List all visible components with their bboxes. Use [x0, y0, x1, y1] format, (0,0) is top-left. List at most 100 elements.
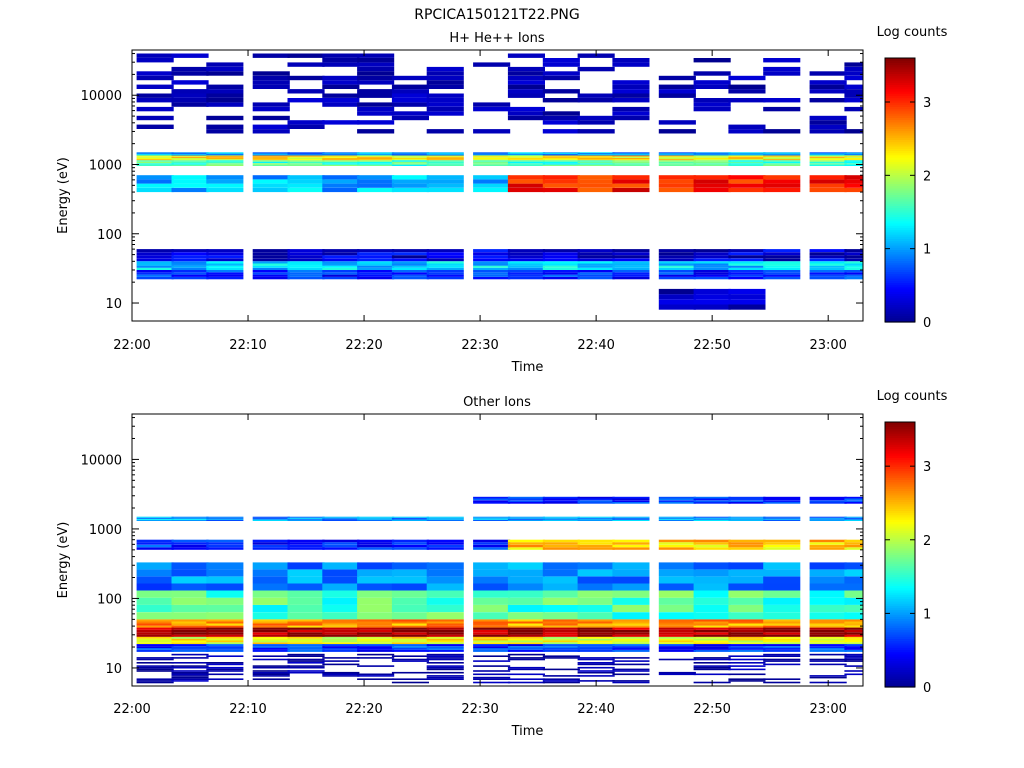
heatmap-cell [206, 163, 244, 165]
colorbar-segment [885, 209, 915, 213]
heatmap-cell [612, 638, 650, 641]
heatmap-cell [252, 630, 290, 633]
heatmap-cell [577, 153, 615, 155]
heatmap-cell [287, 255, 325, 259]
heatmap-cell [844, 604, 863, 613]
heatmap-cell [728, 161, 766, 164]
heatmap-cell [426, 270, 464, 273]
heatmap-cell [693, 267, 731, 270]
heatmap-cell [322, 657, 360, 659]
heatmap-cell [542, 164, 580, 166]
heatmap-cell [542, 154, 580, 156]
heatmap-cell [728, 274, 766, 277]
heatmap-cell [612, 636, 650, 639]
heatmap-cell [542, 161, 580, 164]
heatmap-cell [357, 638, 395, 641]
heatmap-cell [473, 160, 511, 162]
heatmap-cell [577, 265, 615, 268]
heatmap-cell [542, 644, 580, 646]
heatmap-cell [357, 675, 395, 677]
heatmap-cell [763, 655, 801, 657]
heatmap-cell [357, 111, 395, 116]
heatmap-cell [426, 175, 464, 180]
heatmap-cell [287, 646, 325, 648]
heatmap-cell [206, 547, 244, 550]
heatmap-cell [171, 277, 209, 280]
heatmap-cell [612, 84, 650, 89]
colorbar-segment [885, 108, 915, 112]
heatmap-cell [577, 648, 615, 650]
heatmap-cell [658, 597, 696, 605]
colorbar-segment [885, 71, 915, 74]
heatmap-cell [206, 93, 244, 98]
colorbar-segment [885, 671, 915, 675]
heatmap-cell [612, 252, 650, 256]
heatmap-cell [809, 252, 847, 256]
heatmap-cell [577, 115, 615, 121]
heatmap-cell [507, 155, 545, 157]
heatmap-cells [136, 53, 863, 310]
heatmap-cell [507, 66, 545, 72]
heatmap-cell [357, 583, 395, 591]
heatmap-cell [809, 619, 847, 622]
colorbar-segment [885, 675, 915, 679]
heatmap-cell [728, 517, 766, 519]
colorbar-segment [885, 569, 915, 573]
heatmap-cell [693, 621, 731, 624]
heatmap-cell [693, 604, 731, 613]
heatmap-cell [287, 98, 325, 103]
heatmap-cell [542, 657, 580, 659]
heatmap-cell [693, 80, 731, 85]
heatmap-cell [542, 153, 580, 155]
heatmap-cell [473, 670, 511, 672]
heatmap-cell [507, 258, 545, 262]
heatmap-cell [322, 277, 360, 280]
heatmap-cell [507, 673, 545, 676]
heatmap-cell [507, 152, 545, 154]
heatmap-cell [658, 129, 696, 134]
heatmap-cell [844, 612, 863, 620]
heatmap-cell [287, 152, 325, 154]
heatmap-cell [206, 576, 244, 584]
heatmap-cell [391, 159, 429, 161]
heatmap-cell [507, 678, 545, 680]
heatmap-cell [763, 154, 801, 156]
colorbar-segment [885, 448, 915, 452]
heatmap-cell [809, 646, 847, 648]
heatmap-cell [391, 516, 429, 518]
heatmap-cell [844, 66, 863, 72]
heatmap-cell [844, 153, 863, 155]
heatmap-cell [763, 627, 801, 630]
heatmap-cell [693, 153, 731, 155]
heatmap-cell [473, 496, 511, 499]
heatmap-cell [658, 562, 696, 570]
heatmap-cell [206, 612, 244, 620]
heatmap-cell [542, 640, 580, 643]
heatmap-cell [322, 75, 360, 81]
heatmap-cell [612, 621, 650, 624]
heatmap-cell [252, 272, 290, 275]
heatmap-cell [658, 604, 696, 613]
heatmap-cell [473, 517, 511, 519]
heatmap-cell [252, 153, 290, 155]
colorbar-segment [885, 60, 915, 63]
colorbar-segment [885, 203, 915, 206]
heatmap-cell [391, 261, 429, 264]
heatmap-cell [136, 678, 174, 680]
heatmap-cell [391, 157, 429, 160]
heatmap-cell [391, 644, 429, 646]
heatmap-cell [693, 657, 731, 659]
heatmap-cell [728, 518, 766, 520]
heatmap-cell [844, 274, 863, 277]
heatmap-cell [728, 153, 766, 155]
panel-title: Other Ions [463, 395, 531, 410]
heatmap-cell [844, 75, 863, 81]
colorbar-segment [885, 450, 915, 454]
heatmap-cell [577, 179, 615, 184]
heatmap-cell [612, 632, 650, 635]
heatmap-cell [658, 161, 696, 164]
heatmap-cell [473, 252, 511, 256]
heatmap-cell [542, 496, 580, 499]
heatmap-cell [542, 183, 580, 188]
heatmap-cell [542, 258, 580, 262]
